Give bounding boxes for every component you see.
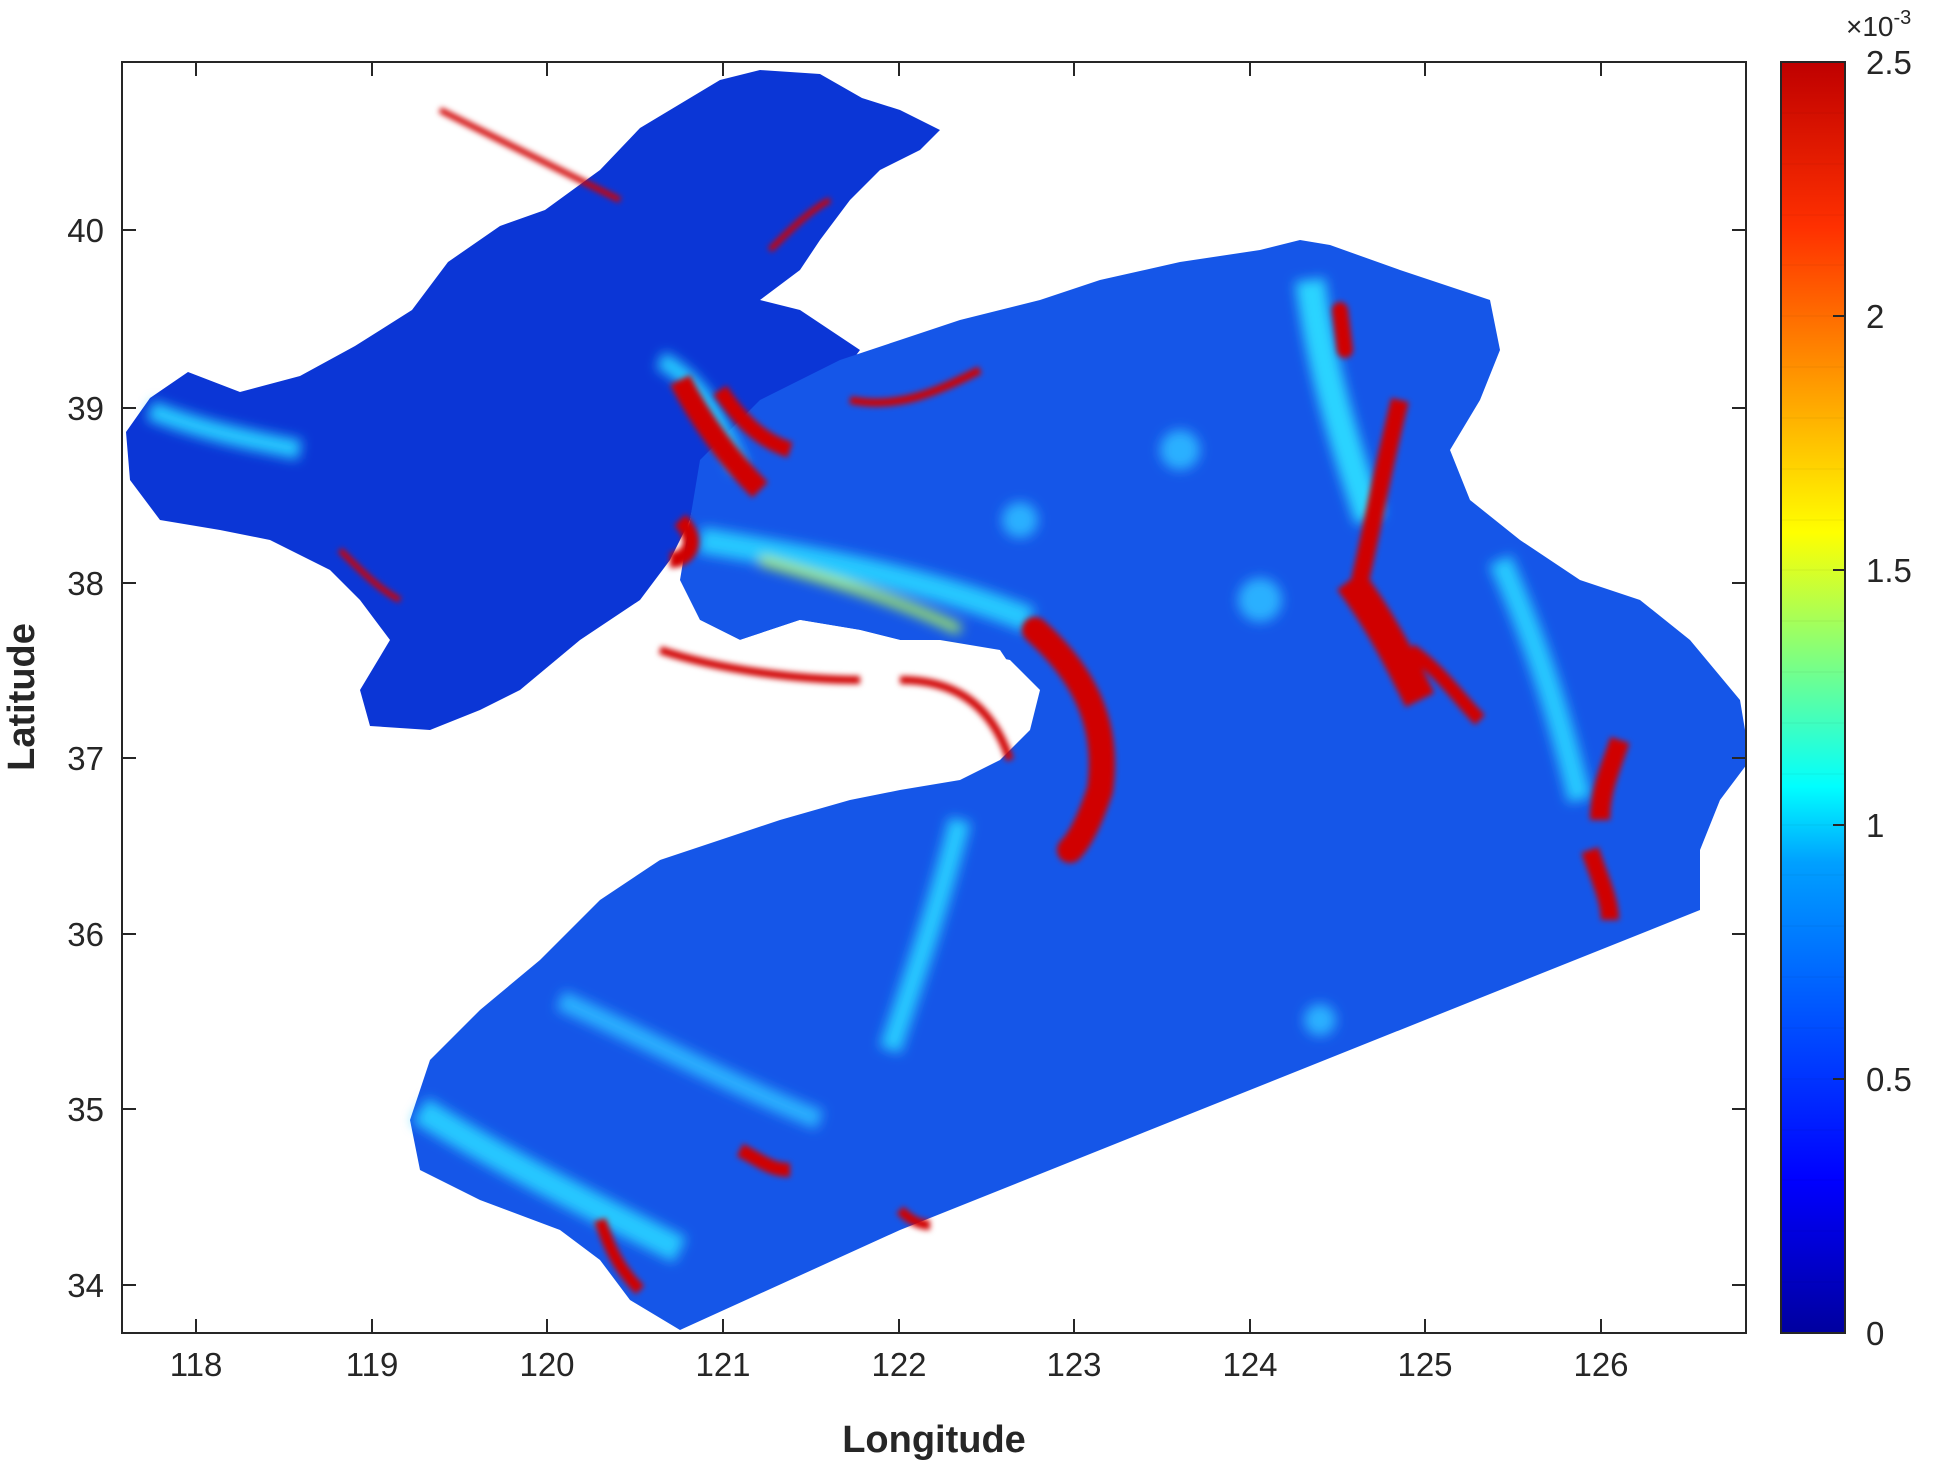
x-tick-label: 124 bbox=[1222, 1346, 1277, 1383]
y-tick-label: 39 bbox=[67, 390, 104, 427]
colorbar-fill bbox=[1781, 62, 1845, 1333]
y-tick-label: 35 bbox=[67, 1091, 104, 1128]
x-tick-label: 126 bbox=[1573, 1346, 1628, 1383]
colorbar-tick-label: 0.5 bbox=[1866, 1061, 1912, 1098]
colorbar-tick-label: 2 bbox=[1866, 298, 1884, 335]
x-axis: 118 119 120 121 122 123 124 125 126 Long… bbox=[170, 62, 1629, 1461]
x-axis-title: Longitude bbox=[842, 1419, 1026, 1461]
colorbar-tick-label: 0 bbox=[1866, 1315, 1884, 1352]
intensity-highlights bbox=[146, 278, 1592, 1263]
plot-frame bbox=[121, 61, 1747, 1334]
y-tick-label: 36 bbox=[67, 916, 104, 953]
colorbar-tick-label: 1 bbox=[1866, 807, 1884, 844]
colorbar-tick-label: 1.5 bbox=[1866, 552, 1912, 589]
high-intensity-features bbox=[337, 107, 1630, 1295]
y-axis-title: Latitude bbox=[1, 623, 43, 771]
field-map bbox=[126, 70, 1746, 1330]
colorbar-frame bbox=[1780, 61, 1846, 1334]
colorbar-exponent-prefix: ×10 bbox=[1846, 11, 1894, 42]
x-tick-label: 122 bbox=[871, 1346, 926, 1383]
x-tick-label: 120 bbox=[519, 1346, 574, 1383]
x-tick-label: 118 bbox=[170, 1346, 223, 1383]
y-tick-label: 40 bbox=[67, 212, 104, 249]
colorbar-exponent-power: -3 bbox=[1894, 7, 1912, 29]
colorbar: 0 0.5 1 1.5 2 2.5 ×10-3 bbox=[1780, 7, 1912, 1352]
y-tick-label: 38 bbox=[67, 565, 104, 602]
y-axis: 34 35 36 37 38 39 40 Latitude bbox=[1, 212, 1746, 1304]
shandong-peninsula bbox=[500, 620, 1040, 920]
colorbar-tick-label: 2.5 bbox=[1866, 44, 1912, 81]
yellow-sea-region bbox=[410, 240, 1746, 1330]
x-tick-label: 123 bbox=[1046, 1346, 1101, 1383]
y-tick-label: 34 bbox=[67, 1267, 104, 1304]
x-tick-label: 121 bbox=[695, 1346, 750, 1383]
x-tick-label: 125 bbox=[1397, 1346, 1452, 1383]
colorbar-exponent: ×10-3 bbox=[1846, 7, 1911, 42]
y-tick-label: 37 bbox=[67, 740, 104, 777]
x-tick-label: 119 bbox=[346, 1346, 399, 1383]
bohai-sea-region bbox=[126, 70, 940, 730]
